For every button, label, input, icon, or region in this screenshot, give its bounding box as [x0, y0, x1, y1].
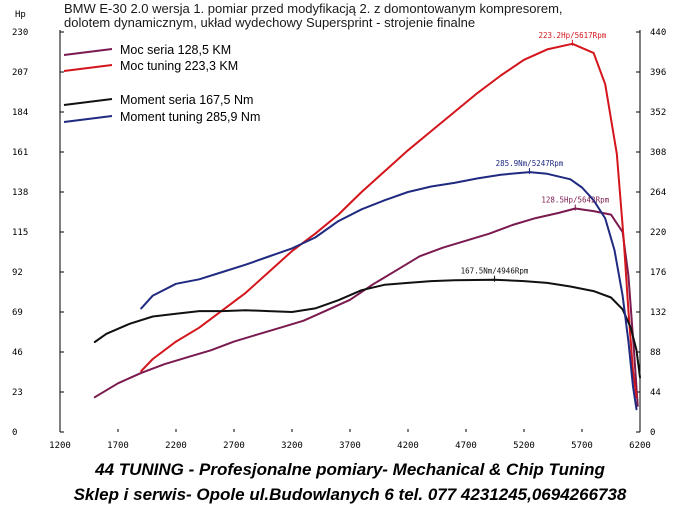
y-right-tick-label: 308	[650, 148, 666, 158]
chart-axes: 1200 1700 2200 2700 3200 3700 4200 4700 5200 5700…	[12, 28, 666, 451]
legend-swatch-1	[63, 48, 113, 56]
y-right-tick-label: 44	[650, 388, 661, 398]
peak-label-1: 223.2Hp/5617Rpm	[539, 31, 607, 40]
y-left-tick-label: 69	[12, 308, 23, 318]
y-left-tick-label: 115	[12, 228, 28, 238]
left-axis-unit: Hp	[15, 10, 26, 20]
y-left-tick-label: 184	[12, 108, 28, 118]
y-right-tick-label: 132	[650, 308, 666, 318]
y-right-tick-label: 88	[650, 348, 661, 358]
series-line-3	[93, 278, 641, 379]
x-tick-label: 1200	[49, 441, 71, 451]
x-tick-label: 5700	[571, 441, 593, 451]
legend-label-2: Moc tuning 223,3 KM	[120, 59, 238, 73]
chart-title-line-2: dolotem dynamicznym, układ wydechowy Sup…	[64, 15, 476, 30]
chart-title-line-1: BMW E-30 2.0 wersja 1. pomiar przed mody…	[64, 1, 563, 16]
x-tick-label: 3200	[281, 441, 303, 451]
footer-line-1: 44 TUNING - Profesjonalne pomiary- Mecha…	[95, 460, 605, 479]
y-right-tick-label: 220	[650, 228, 666, 238]
x-tick-label: 4700	[455, 441, 477, 451]
y-right-tick-label: 440	[650, 28, 666, 38]
y-left-tick-label: 23	[12, 388, 23, 398]
series-line-1	[93, 207, 639, 407]
peak-label-4: 167.5Nm/4946Rpm	[461, 267, 529, 276]
chart-series	[93, 42, 641, 411]
footer-line-2: Sklep i serwis- Opole ul.Budowlanych 6 t…	[73, 485, 627, 504]
x-tick-label: 2200	[165, 441, 187, 451]
y-left-tick-label: 46	[12, 348, 23, 358]
y-right-tick-label: 396	[650, 68, 666, 78]
peak-label-2: 285.9Nm/5247Rpm	[496, 159, 564, 168]
dyno-chart: 1200 1700 2200 2700 3200 3700 4200 4700 5200 5700…	[12, 28, 666, 451]
x-tick-label: 1700	[107, 441, 129, 451]
y-left-tick-label: 230	[12, 28, 28, 38]
chart-annotations: 223.2Hp/5617Rpm 285.9Nm/5247Rpm 128.5Hp/56…	[461, 31, 610, 282]
y-left-tick-label: 138	[12, 188, 28, 198]
y-left-tick-label: 207	[12, 68, 28, 78]
y-right-tick-label: 352	[650, 108, 666, 118]
legend-swatch-2	[63, 64, 113, 72]
series-line-4	[140, 171, 638, 411]
y-left-tick-label: 161	[12, 148, 28, 158]
legend-swatch-3	[63, 98, 113, 106]
peak-label-3: 128.5Hp/5642Rpm	[541, 196, 609, 205]
legend-label-3: Moment seria 167,5 Nm	[120, 93, 253, 107]
x-tick-label: 3700	[339, 441, 361, 451]
chart-legend: Moc seria 128,5 KM Moc tuning 223,3 KM Mom…	[63, 43, 260, 124]
y-right-tick-label: 264	[650, 188, 666, 198]
series-line-2	[140, 42, 638, 399]
legend-swatch-4	[63, 115, 113, 123]
y-right-tick-label: 176	[650, 268, 666, 278]
y-left-tick-label: 92	[12, 268, 23, 278]
x-tick-label: 6200	[629, 441, 651, 451]
x-tick-label: 5200	[513, 441, 535, 451]
x-tick-label: 2700	[223, 441, 245, 451]
y-right-tick-label: 0	[650, 428, 655, 438]
y-left-tick-label: 0	[12, 428, 17, 438]
x-tick-label: 4200	[397, 441, 419, 451]
legend-label-1: Moc seria 128,5 KM	[120, 43, 231, 57]
legend-label-4: Moment tuning 285,9 Nm	[120, 110, 260, 124]
